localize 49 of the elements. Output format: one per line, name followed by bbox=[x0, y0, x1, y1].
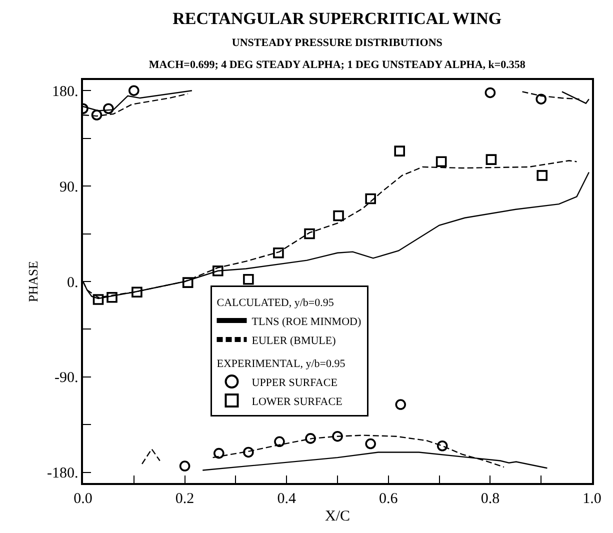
legend-label: LOWER SURFACE bbox=[252, 396, 343, 408]
chart-title: RECTANGULAR SUPERCRITICAL WING bbox=[172, 8, 502, 28]
point bbox=[274, 436, 285, 448]
point bbox=[486, 154, 497, 165]
point bbox=[179, 460, 190, 472]
point bbox=[128, 85, 140, 96]
y-tick-label: -90. bbox=[54, 370, 78, 386]
point bbox=[333, 210, 344, 222]
point bbox=[106, 292, 118, 303]
point bbox=[103, 103, 114, 114]
point bbox=[243, 274, 254, 285]
chart-subtitle: UNSTEADY PRESSURE DISTRIBUTIONS MACH=0.699; 4 DEG STEADY ALPHA; 1 DEG UNSTEADY ALPHA, k=0.358 bbox=[148, 37, 526, 72]
point bbox=[214, 448, 224, 459]
point bbox=[212, 265, 224, 276]
point bbox=[332, 430, 343, 442]
point bbox=[365, 193, 376, 204]
point bbox=[243, 446, 254, 458]
legend-label: EULER (BMULE) bbox=[252, 334, 336, 347]
x-tick-label: 1.0 bbox=[582, 490, 602, 507]
legend-label: TLNS (ROE MINMOD) bbox=[252, 316, 362, 328]
legend-label: UPPER SURFACE bbox=[252, 376, 338, 389]
point bbox=[436, 156, 447, 168]
y-tick-label: 0. bbox=[67, 274, 78, 291]
annotation: EXPERIMENTAL, y/b=0.95 bbox=[216, 358, 346, 370]
point bbox=[484, 87, 496, 98]
point bbox=[436, 440, 448, 452]
point bbox=[536, 94, 546, 104]
x-tick-label: 0.8 bbox=[480, 490, 500, 507]
point bbox=[365, 438, 376, 450]
y-tick-label: -180. bbox=[47, 466, 78, 482]
y-axis-title: PHASE bbox=[25, 260, 40, 302]
point bbox=[92, 294, 104, 305]
y-tick-label: 90. bbox=[60, 179, 78, 196]
point bbox=[305, 433, 316, 444]
legend-title: CALCULATED, y/b=0.95 bbox=[216, 296, 334, 309]
point bbox=[273, 247, 284, 258]
point bbox=[394, 146, 405, 156]
x-tick-label: 0.0 bbox=[74, 490, 92, 507]
point bbox=[182, 277, 194, 288]
x-tick-label: 0.2 bbox=[175, 490, 194, 507]
x-tick-label: 0.4 bbox=[277, 490, 296, 507]
point bbox=[304, 228, 315, 240]
point bbox=[91, 110, 102, 120]
x-tick-label: 0.6 bbox=[379, 490, 398, 507]
point bbox=[132, 286, 142, 298]
point bbox=[395, 399, 406, 410]
y-tick-label: 180. bbox=[52, 84, 78, 100]
point bbox=[536, 170, 548, 181]
x-axis-title: X/C bbox=[324, 508, 350, 524]
